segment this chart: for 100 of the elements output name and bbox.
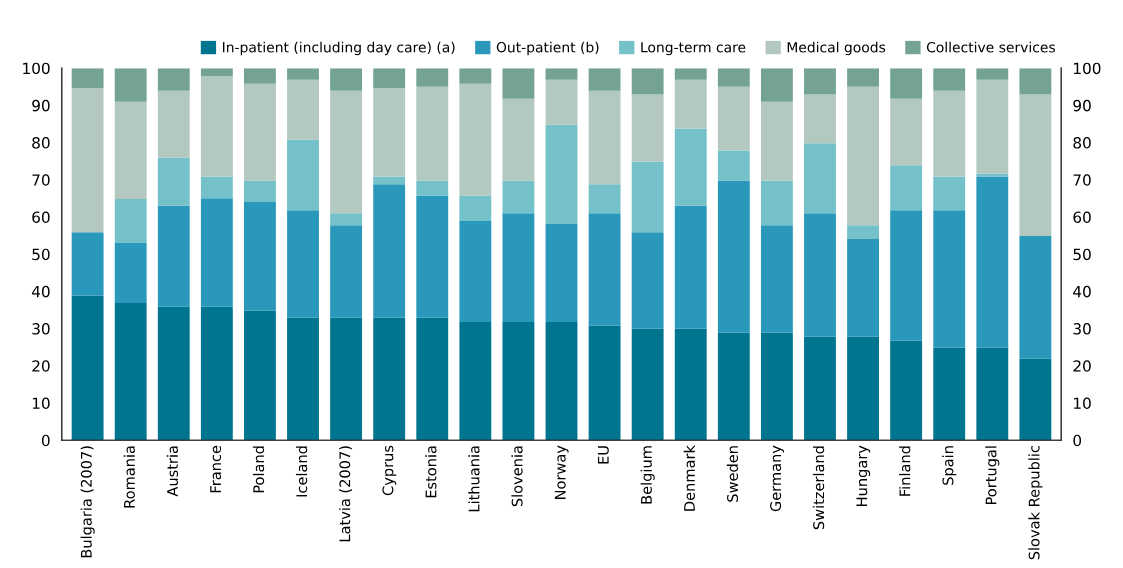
x-tick-label: Austria [166,446,179,497]
bar [157,306,190,441]
bar [976,176,1009,348]
bar [71,87,104,233]
bar [71,68,104,88]
x-tick-label: Latvia (2007) [339,446,353,542]
bar [933,68,966,91]
bar [416,68,449,87]
bar [717,86,750,151]
x-tick-label: Finland [899,446,911,496]
bar [244,68,276,84]
bar [330,317,363,441]
bar [890,68,923,99]
bar [976,173,1009,177]
bar [674,205,707,329]
bar [157,157,190,206]
x-tick-label: EU [597,446,609,464]
bar [502,180,535,214]
bar [459,195,492,222]
bar [545,68,578,80]
bar [933,210,966,348]
bar [287,210,319,318]
bar [373,317,406,441]
bar [287,79,319,140]
legend-label: Out-patient (b) [496,41,599,56]
bar [502,98,535,181]
bar [804,143,836,214]
y-tick-label: 40 [31,285,50,298]
bar [200,68,233,76]
y2-tick-label: 40 [1073,285,1091,298]
bar [933,90,966,177]
bar [114,302,147,441]
bar [459,321,492,441]
x-tick-label: Bulgaria (2007) [80,446,95,558]
y2-tick-label: 80 [1073,137,1091,149]
bar [416,180,449,196]
y2-tick-label: 90 [1073,99,1091,112]
bar [631,161,664,233]
x-tick-label: Poland [252,446,265,493]
bar [760,225,793,333]
legend-label: Medical goods [787,41,886,56]
bar [674,128,707,206]
y-tick-label: 90 [32,99,50,112]
bar [545,224,578,322]
bar [588,213,621,326]
bar [1019,68,1052,95]
legend-label: Long-term care [641,42,746,56]
y2-tick-label: 100 [1074,62,1101,75]
bar [588,184,621,214]
bar [244,202,276,311]
bar [804,94,836,144]
x-tick-label: Slovak Republic [1028,445,1043,560]
bar [502,321,535,441]
bar [114,101,147,200]
bar [373,176,406,185]
bar [674,68,707,80]
bar [717,180,750,333]
bar [545,124,578,225]
legend-label: Collective services [926,41,1055,53]
bar [717,68,750,87]
bar [674,79,707,129]
x-tick-label: Iceland [295,446,308,497]
bar [244,180,276,203]
bar [71,295,104,441]
bar [157,205,190,307]
bar [287,139,319,211]
bar [890,340,923,441]
y-tick-label: 50 [32,248,50,261]
bar [631,68,664,95]
bar [373,68,406,88]
y-tick-label: 70 [32,174,50,186]
bar [200,198,233,307]
bar [933,347,966,441]
bar [847,336,879,441]
y2-tick-label: 10 [1074,397,1091,410]
bar [760,332,793,441]
y2-tick-label: 0 [1073,434,1082,447]
bar [459,83,492,196]
bar [847,86,879,226]
y2-tick-label: 60 [1073,211,1091,223]
bar [588,90,621,185]
x-tick-label: Cyprus [382,445,397,496]
bar [330,90,363,214]
bar [157,90,190,158]
bar [416,317,449,441]
y2-tick-label: 20 [1073,360,1091,372]
bar [545,79,578,125]
x-tick-label: Estonia [425,446,437,498]
bar [588,325,621,441]
bar [631,94,664,162]
bar [200,176,233,199]
x-tick-label: Romania [123,446,135,508]
bar [1019,235,1052,359]
bar [674,328,707,441]
bar [459,68,492,84]
bar [890,210,923,341]
y2-tick-label: 50 [1073,248,1091,261]
x-tick-label: Lithuania [468,446,480,512]
legend-label: In-patient (including day care) (a) [223,41,455,56]
y-tick-label: 100 [23,62,50,75]
